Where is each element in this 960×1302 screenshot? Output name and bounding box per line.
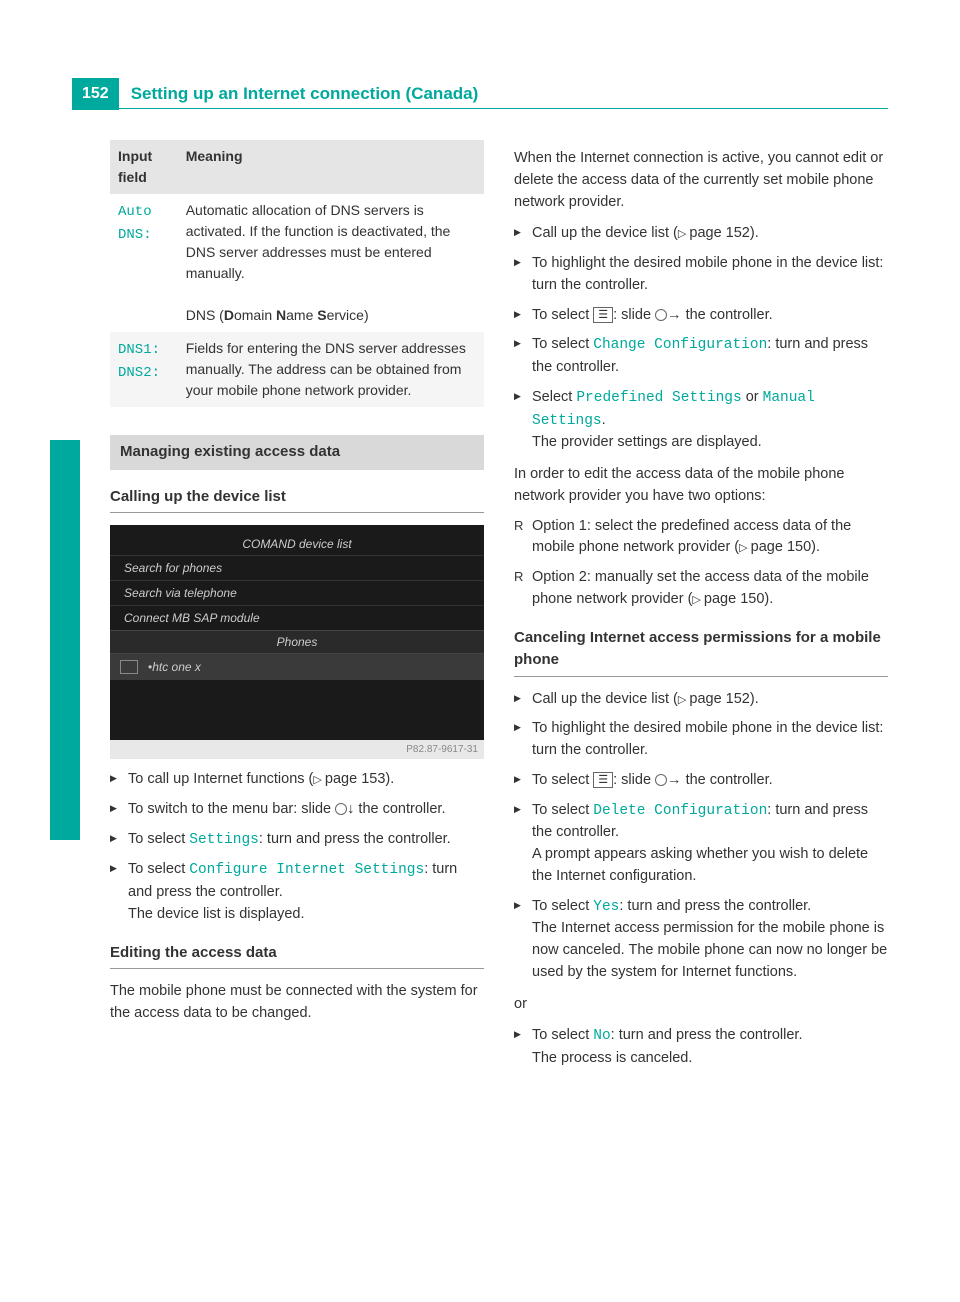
page-header: 152 Setting up an Internet connection (C… <box>72 78 888 110</box>
right-column: When the Internet connection is active, … <box>514 140 888 1080</box>
estep-select-icon: To select ☰: slide → the controller. <box>514 305 888 327</box>
cstep-no: To select No: turn and press the control… <box>514 1025 888 1070</box>
field-auto-dns: Auto DNS: <box>118 204 152 243</box>
sidebar-label: Online and Internet functions <box>52 602 78 838</box>
left-column: Input field Meaning Auto DNS: Automatic … <box>110 140 484 1080</box>
mono-delete-config: Delete Configuration <box>593 803 767 819</box>
editing-steps: Call up the device list (page 152). To h… <box>514 223 888 454</box>
cell-auto-dns: Auto DNS: <box>110 194 178 332</box>
mono-change-config: Change Configuration <box>593 337 767 353</box>
editing-intro: The mobile phone must be connected with … <box>110 981 484 1025</box>
calling-steps: To call up Internet functions (page 153)… <box>110 769 484 926</box>
page-number: 152 <box>72 78 119 110</box>
page-title: Setting up an Internet connection (Canad… <box>131 81 888 107</box>
options-list: Option 1: select the predefined access d… <box>514 516 888 611</box>
cstep-highlight: To highlight the desired mobile phone in… <box>514 718 888 762</box>
bold-n: N <box>276 307 286 323</box>
field-dns2: DNS2: <box>118 365 160 381</box>
subhead-calling: Calling up the device list <box>110 486 484 514</box>
cstep-callup: Call up the device list (page 152). <box>514 689 888 711</box>
estep-change-config: To select Change Configuration: turn and… <box>514 334 888 379</box>
pageref-152b: page 152 <box>678 691 750 707</box>
estep-highlight: To highlight the desired mobile phone in… <box>514 253 888 297</box>
option-1: Option 1: select the predefined access d… <box>514 516 888 560</box>
options-intro: In order to edit the access data of the … <box>514 464 888 508</box>
mono-configure: Configure Internet Settings <box>189 862 424 878</box>
subhead-editing: Editing the access data <box>110 942 484 970</box>
right-intro: When the Internet connection is active, … <box>514 148 888 213</box>
cell-dns12-meaning: Fields for entering the DNS server addre… <box>178 332 484 407</box>
th-meaning: Meaning <box>178 140 484 194</box>
phone-icon <box>120 660 138 674</box>
controller-slide-right-icon-2 <box>655 774 667 786</box>
auto-dns-text-1: Automatic allocation of DNS servers is a… <box>186 202 451 281</box>
cstep-yes: To select Yes: turn and press the contro… <box>514 896 888 984</box>
shot-device-name: htc one x <box>152 658 201 676</box>
shot-title: COMAND device list <box>110 533 484 555</box>
header-rule <box>72 108 888 109</box>
shot-item-3: Connect MB SAP module <box>110 605 484 630</box>
cstep-select-icon: To select ☰: slide → the controller. <box>514 770 888 792</box>
list-icon-2: ☰ <box>593 772 613 788</box>
cell-dns12: DNS1: DNS2: <box>110 332 178 407</box>
th-input-field: Input field <box>110 140 178 194</box>
list-icon: ☰ <box>593 307 613 323</box>
pageref-153: page 153 <box>313 771 385 787</box>
shot-caption: P82.87-9617-31 <box>110 740 484 759</box>
controller-slide-down-icon <box>335 803 347 815</box>
mono-no: No <box>593 1028 610 1044</box>
subhead-canceling: Canceling Internet access permissions fo… <box>514 627 888 677</box>
controller-slide-right-icon <box>655 309 667 321</box>
shot-section-phones: Phones <box>110 630 484 654</box>
mono-yes: Yes <box>593 899 619 915</box>
pageref-150b: page 150 <box>692 591 764 607</box>
bold-s: S <box>317 307 326 323</box>
mono-predef: Predefined Settings <box>576 390 741 406</box>
cell-auto-dns-meaning: Automatic allocation of DNS servers is a… <box>178 194 484 332</box>
section-managing: Managing existing access data <box>110 435 484 470</box>
pageref-152a: page 152 <box>678 225 750 241</box>
shot-item-1: Search for phones <box>110 555 484 580</box>
step-menu-bar: To switch to the menu bar: slide ↓ the c… <box>110 799 484 821</box>
step-call-internet: To call up Internet functions (page 153)… <box>110 769 484 791</box>
cancel-steps: Call up the device list (page 152). To h… <box>514 689 888 984</box>
estep-predef: Select Predefined Settings or Manual Set… <box>514 387 888 454</box>
mono-settings: Settings <box>189 832 259 848</box>
step-select-settings: To select Settings: turn and press the c… <box>110 829 484 852</box>
bold-d: D <box>224 307 234 323</box>
shot-item-2: Search via telephone <box>110 580 484 605</box>
device-list-screenshot: COMAND device list Search for phones Sea… <box>110 525 484 740</box>
cancel-no-list: To select No: turn and press the control… <box>514 1025 888 1070</box>
pageref-150a: page 150 <box>739 539 811 555</box>
estep-callup: Call up the device list (page 152). <box>514 223 888 245</box>
option-2: Option 2: manually set the access data o… <box>514 567 888 611</box>
cstep-delete-config: To select Delete Configuration: turn and… <box>514 800 888 888</box>
or-label: or <box>514 994 888 1016</box>
step-select-configure: To select Configure Internet Settings: t… <box>110 859 484 925</box>
input-fields-table: Input field Meaning Auto DNS: Automatic … <box>110 140 484 407</box>
shot-device-row: • htc one x <box>110 654 484 680</box>
field-dns1: DNS1: <box>118 342 160 358</box>
